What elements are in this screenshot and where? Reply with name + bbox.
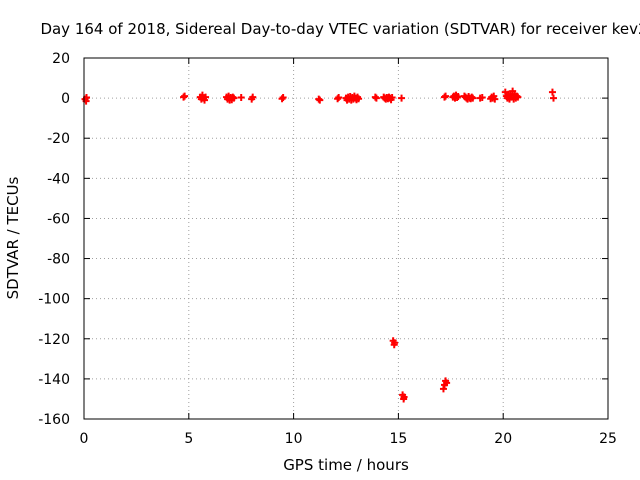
y-tick-label: -20	[47, 131, 70, 147]
data-point	[334, 95, 342, 103]
data-point	[278, 95, 286, 103]
data-point	[279, 94, 287, 102]
data-point	[316, 96, 324, 104]
data-point	[249, 93, 257, 101]
x-tick-labels: 0 5 10 15 20 25	[80, 431, 617, 447]
data-point	[372, 94, 380, 102]
data-point	[229, 93, 237, 101]
data-point	[202, 93, 210, 101]
data-point	[550, 94, 558, 102]
x-tick-label: 5	[184, 431, 193, 447]
data-point	[513, 92, 521, 100]
y-tick-label: 20	[52, 51, 70, 67]
y-tick-label: -60	[47, 211, 70, 227]
data-point	[398, 94, 406, 102]
x-tick-label: 0	[80, 431, 89, 447]
y-tick-label: -80	[47, 252, 70, 268]
y-axis-label: SDTVAR / TECUs	[4, 176, 22, 299]
data-point	[355, 95, 363, 103]
data-point	[180, 93, 188, 101]
plot-frame	[83, 57, 609, 420]
y-tick-labels: 20 0 -20 -40 -60 -80 -100 -120 -140 -160	[38, 51, 70, 428]
y-tick-label: -140	[38, 372, 70, 388]
x-tick-label: 10	[285, 431, 303, 447]
y-tick-label: -120	[38, 332, 70, 348]
data-point	[335, 94, 343, 102]
data-point	[469, 94, 477, 102]
data-point	[478, 94, 486, 102]
data-point	[371, 93, 379, 101]
x-tick-label: 25	[599, 431, 617, 447]
data-point	[237, 94, 245, 102]
y-tick-label: -100	[38, 292, 70, 308]
x-tick-label: 20	[494, 431, 512, 447]
grid-lines	[84, 58, 608, 419]
data-point	[453, 94, 461, 102]
data-point	[454, 93, 462, 101]
x-axis-label: GPS time / hours	[283, 456, 409, 474]
data-point	[548, 88, 556, 96]
y-tick-label: 0	[61, 91, 70, 107]
axis-ticks	[83, 57, 609, 420]
data-point	[439, 385, 447, 393]
y-tick-label: -40	[47, 171, 70, 187]
data-point	[388, 94, 396, 102]
data-point	[391, 339, 399, 347]
data-point	[468, 93, 476, 101]
x-tick-label: 15	[389, 431, 407, 447]
chart-title: Day 164 of 2018, Sidereal Day-to-day VTE…	[40, 20, 640, 38]
data-point	[443, 379, 451, 387]
data-point	[442, 92, 450, 100]
data-point	[441, 93, 449, 101]
data-point	[181, 92, 189, 100]
data-point	[315, 95, 323, 103]
data-point	[491, 95, 499, 103]
data-point	[514, 93, 522, 101]
y-tick-label: -160	[38, 412, 70, 428]
data-point	[230, 94, 238, 102]
data-points	[81, 87, 558, 403]
data-point	[400, 393, 408, 401]
